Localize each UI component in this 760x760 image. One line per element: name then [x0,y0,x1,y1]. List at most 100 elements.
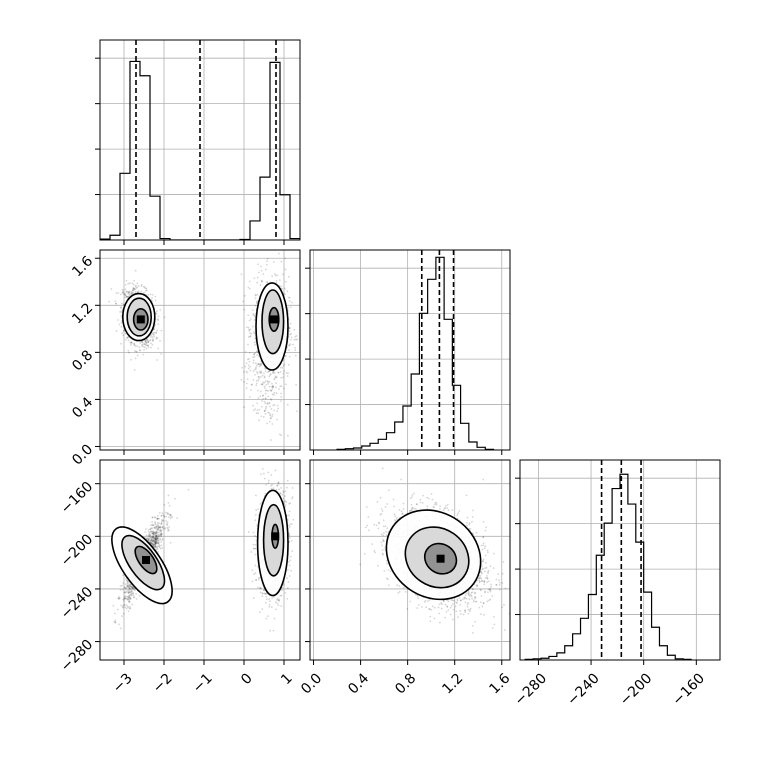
sample-point [263,410,266,412]
sample-point [150,538,153,541]
sample-point [126,595,129,598]
sample-point [466,603,469,606]
sample-point [262,592,264,595]
sample-point [245,387,248,390]
sample-point [152,533,155,536]
sample-point [137,290,140,293]
sample-point [149,528,152,531]
sample-point [272,404,275,407]
sample-point [123,586,126,589]
sample-point [151,524,154,526]
sample-point [160,533,163,536]
sample-point [154,538,157,541]
sample-point [124,597,127,600]
sample-point [162,514,165,516]
sample-point [165,520,168,523]
sample-point [155,535,157,538]
sample-point [157,550,159,553]
sample-point [159,529,162,532]
sample-point [168,513,171,516]
sample-point [243,406,245,409]
sample-point [277,481,280,484]
sample-point [271,423,274,425]
sample-point [283,370,285,372]
sample-point [255,384,258,387]
sample-point [117,319,119,321]
sample-point [144,531,146,533]
sample-point [272,261,275,263]
sample-point [126,295,128,298]
sample-point [291,301,294,304]
sample-point [155,537,158,540]
sample-point [273,377,276,380]
sample-point [157,526,159,529]
sample-point [129,598,132,600]
sample-point [162,527,165,530]
sample-point [156,310,158,313]
sample-point [154,523,157,526]
sample-point [150,530,153,533]
sample-point [287,372,289,375]
sample-point [155,536,157,539]
sample-point [264,367,267,370]
sample-point [258,363,260,366]
sample-point [129,607,132,609]
sample-point [135,592,138,595]
sample-point [284,280,287,283]
sample-point [155,534,158,536]
sample-point [154,295,157,298]
sample-point [265,483,267,486]
sample-point [274,386,277,389]
sample-point [261,608,264,611]
sample-point [264,370,267,373]
sample-point [263,477,266,480]
sample-point [127,588,130,591]
sample-point [160,531,162,534]
sample-point [257,362,260,365]
sample-point [160,529,163,532]
sample-point [126,605,129,608]
sample-point [142,345,145,348]
sample-point [264,402,267,405]
sample-point [248,328,251,331]
sample-point [130,341,133,344]
sample-point [269,389,272,392]
sample-point [149,524,152,527]
sample-point [149,336,152,338]
sample-point [157,542,160,544]
sample-point [252,404,254,407]
sample-point [275,488,278,491]
sample-point [153,532,156,535]
sample-point [142,343,145,346]
sample-point [468,523,471,526]
sample-point [158,544,161,546]
sample-point [125,579,128,582]
sample-point [153,537,155,540]
sample-point [138,346,141,349]
sample-point [154,545,157,548]
sample-point [261,374,264,377]
sample-point [124,284,127,286]
sample-point [258,377,260,380]
sample-point [282,497,285,500]
sample-point [140,285,143,288]
sample-point [277,407,280,410]
sample-point [253,368,256,371]
sample-point [119,627,122,630]
contour-level [122,292,156,342]
sample-point [161,539,164,541]
sample-point [290,339,292,341]
sample-point [255,350,258,353]
sample-point [454,605,457,608]
sample-point [252,597,255,600]
sample-point [260,269,263,272]
sample-point [257,263,260,266]
sample-point [257,578,260,581]
sample-point [257,397,260,400]
sample-point [260,473,262,476]
sample-point [155,313,158,315]
sample-point [266,257,269,260]
sample-point [124,597,126,600]
sample-point [246,358,249,361]
sample-point [287,581,290,583]
